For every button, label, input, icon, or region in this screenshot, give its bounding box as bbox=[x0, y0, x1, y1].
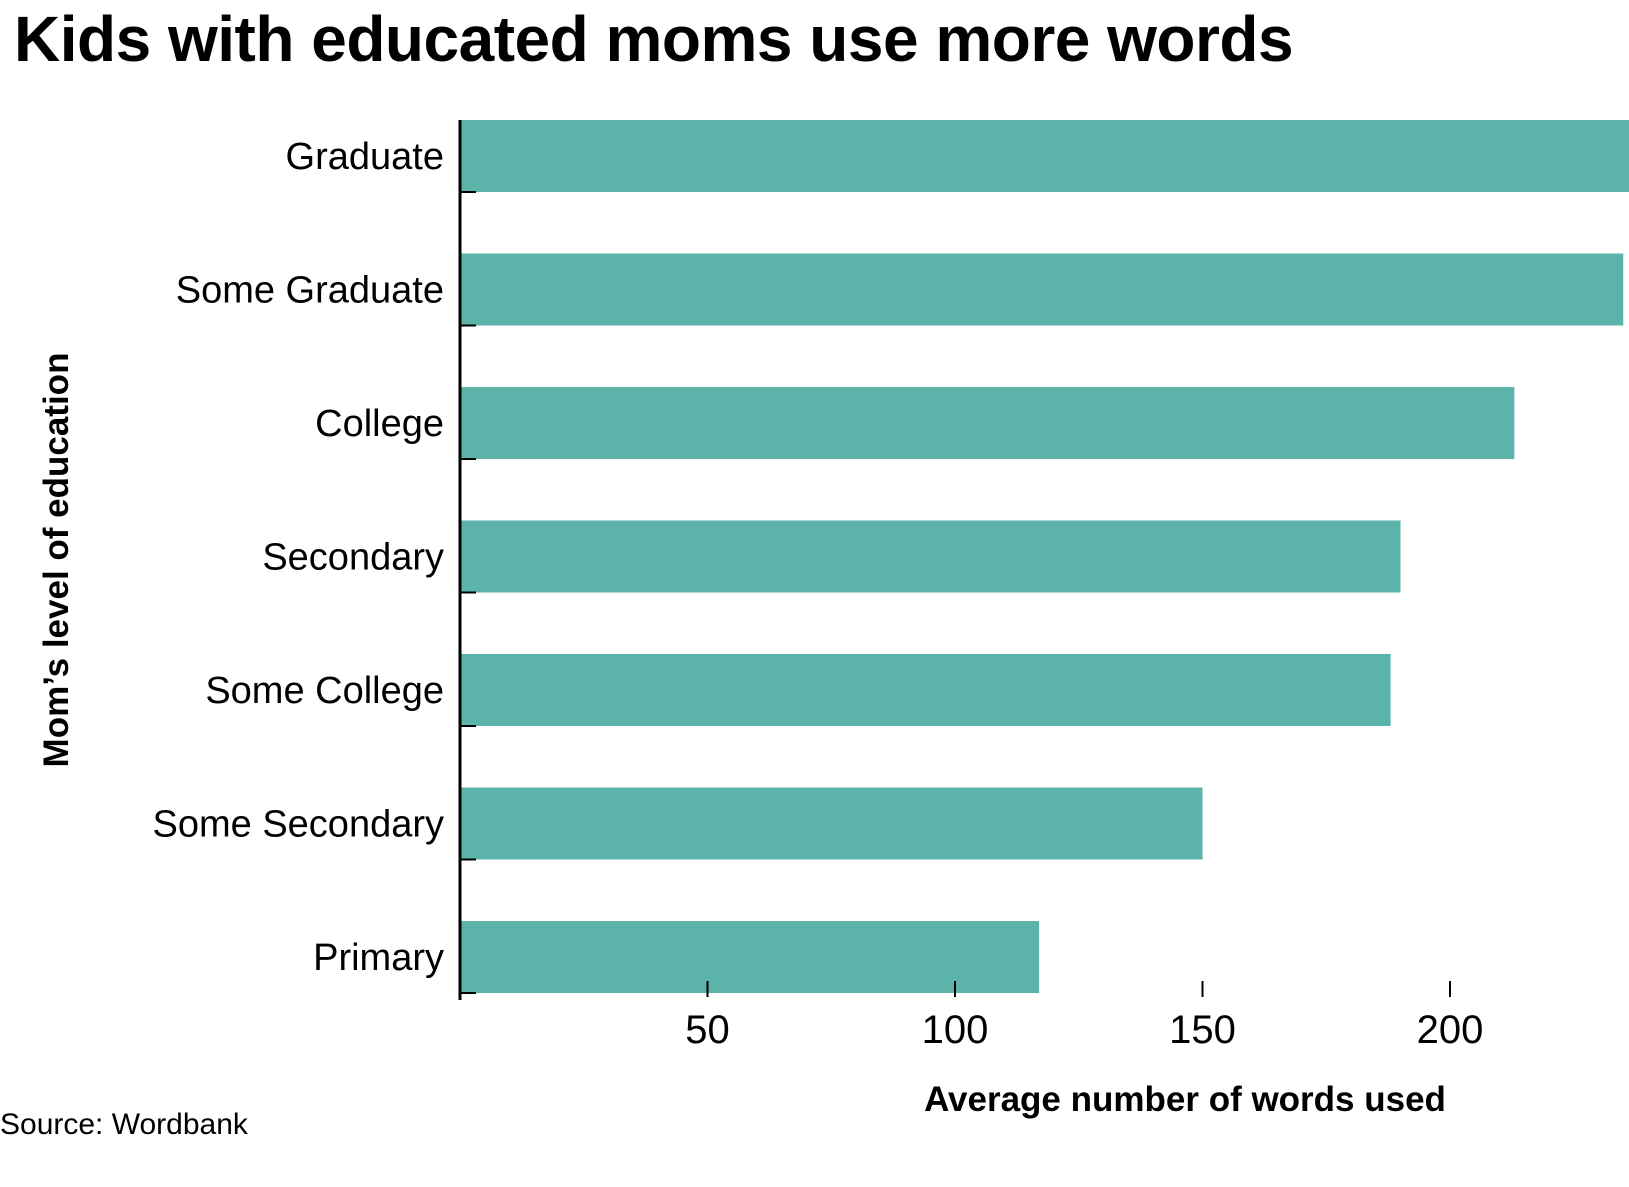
category-label: Some Graduate bbox=[176, 270, 444, 312]
x-axis-ticks: 50 100 150 200 bbox=[685, 981, 1483, 1052]
bar-some-graduate bbox=[460, 253, 1624, 326]
bar-secondary bbox=[460, 520, 1401, 593]
x-axis-label: Average number of words used bbox=[924, 1080, 1446, 1119]
bar-some-college bbox=[460, 654, 1391, 726]
x-tick-label: 50 bbox=[685, 1008, 730, 1052]
x-tick-label: 100 bbox=[922, 1008, 989, 1052]
category-label: Some Secondary bbox=[153, 804, 445, 846]
bar-college bbox=[460, 387, 1515, 459]
bar-graduate bbox=[460, 120, 1629, 192]
category-label: Primary bbox=[313, 937, 444, 979]
x-tick-label: 200 bbox=[1417, 1008, 1484, 1052]
category-labels: Graduate Some Graduate College Secondary Som… bbox=[153, 136, 445, 979]
source-note: Source: Wordbank bbox=[0, 1108, 248, 1141]
x-tick-label: 150 bbox=[1169, 1008, 1236, 1052]
bar-some-secondary bbox=[460, 787, 1203, 860]
category-label: Graduate bbox=[286, 136, 444, 178]
category-label: Secondary bbox=[262, 537, 444, 579]
category-label: College bbox=[315, 403, 444, 445]
bars-group bbox=[460, 120, 1629, 994]
category-label: Some College bbox=[205, 670, 444, 712]
bar-primary bbox=[460, 921, 1040, 993]
chart-title: Kids with educated moms use more words bbox=[14, 3, 1294, 75]
